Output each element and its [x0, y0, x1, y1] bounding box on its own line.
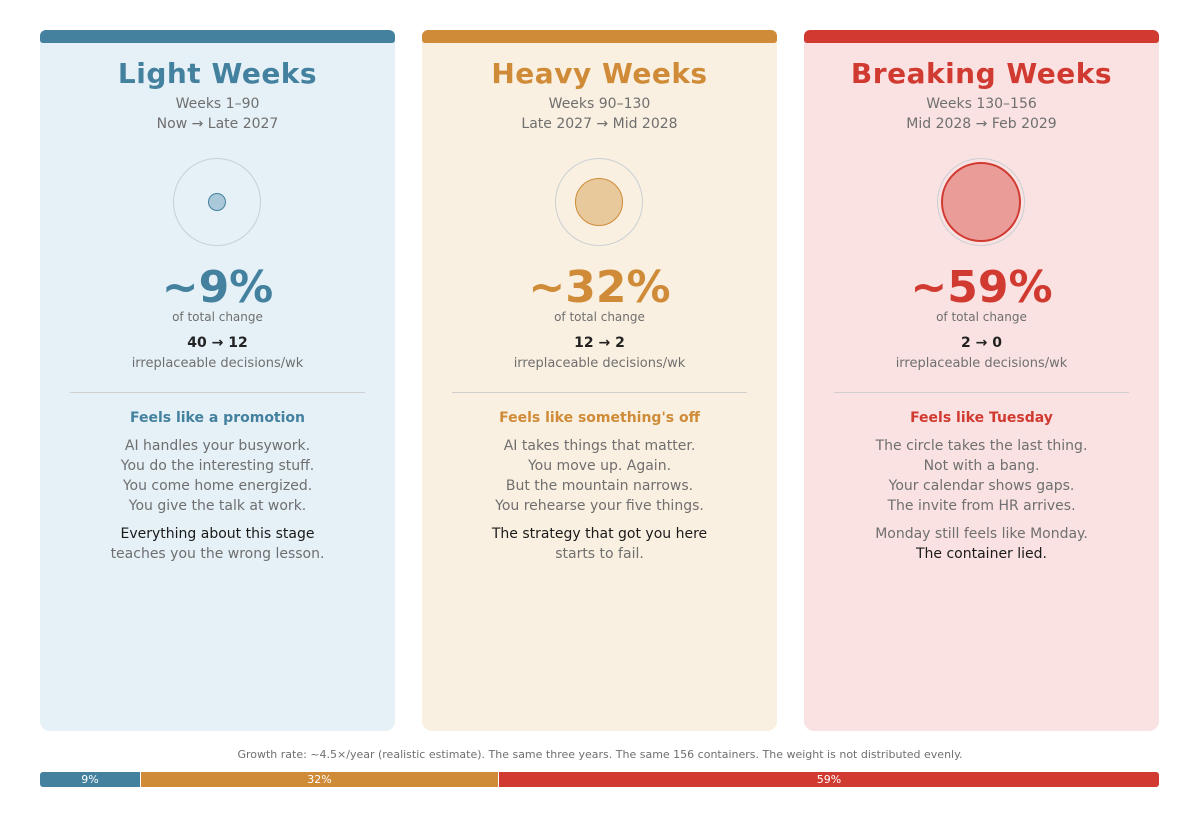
card-week-range: Weeks 90–130 [548, 96, 651, 112]
card-decisions-label: irreplaceable decisions/wk [513, 356, 686, 371]
card-week-range: Weeks 130–156 [926, 96, 1037, 112]
description-line: Your calendar shows gaps. [888, 478, 1075, 494]
card-decisions: 2 → 0 [961, 335, 1002, 351]
card-description: AI takes things that matter. You move up… [422, 436, 777, 516]
description-line: The circle takes the last thing. [875, 438, 1088, 454]
card-description: The circle takes the last thing. Not wit… [804, 436, 1159, 516]
card-percent: ~9% [161, 262, 274, 313]
description-line: But the mountain narrows. [505, 478, 694, 494]
description-line: The invite from HR arrives. [887, 498, 1076, 514]
distribution-bar: 9% 32% 59% [40, 772, 1159, 787]
card-breaking-weeks: Breaking Weeks Weeks 130–156 Mid 2028 → … [804, 30, 1159, 731]
card-percent: ~59% [910, 262, 1053, 313]
weight-circle-outline [555, 158, 643, 246]
card-percent-label: of total change [554, 310, 645, 324]
description-line: You give the talk at work. [128, 498, 307, 514]
card-title: Heavy Weeks [491, 57, 708, 90]
card-accent-bar [804, 30, 1159, 43]
closing-line: The strategy that got you here [491, 526, 708, 542]
distribution-segment-light: 9% [40, 772, 140, 787]
card-accent-bar [40, 30, 395, 43]
closing-line: Everything about this stage [120, 526, 315, 542]
closing-line: starts to fail. [555, 546, 644, 562]
card-date-range: Now → Late 2027 [156, 116, 279, 132]
card-date-range: Late 2027 → Mid 2028 [521, 116, 678, 132]
card-heavy-weeks: Heavy Weeks Weeks 90–130 Late 2027 → Mid… [422, 30, 777, 731]
weight-circle-outline [173, 158, 261, 246]
card-decisions: 40 → 12 [187, 335, 248, 351]
card-description: AI handles your busywork. You do the int… [40, 436, 395, 516]
card-decisions-label: irreplaceable decisions/wk [131, 356, 304, 371]
card-decisions: 12 → 2 [574, 335, 625, 351]
closing-line: Monday still feels like Monday. [875, 526, 1088, 542]
weight-circle-fill [941, 162, 1021, 242]
distribution-segment-heavy: 32% [141, 772, 498, 787]
card-divider [834, 392, 1129, 393]
card-title: Light Weeks [117, 57, 318, 90]
card-divider [70, 392, 365, 393]
card-week-range: Weeks 1–90 [175, 96, 260, 112]
card-accent-bar [422, 30, 777, 43]
weight-circle-fill [208, 193, 226, 211]
card-decisions-label: irreplaceable decisions/wk [895, 356, 1068, 371]
card-closing: Everything about this stage teaches you … [40, 524, 395, 564]
description-line: AI handles your busywork. [124, 438, 311, 454]
description-line: Not with a bang. [923, 458, 1040, 474]
description-line: You come home energized. [122, 478, 313, 494]
footer-note: Growth rate: ~4.5×/year (realistic estim… [237, 748, 963, 761]
card-closing: Monday still feels like Monday. The cont… [804, 524, 1159, 564]
card-percent-label: of total change [936, 310, 1027, 324]
card-percent-label: of total change [172, 310, 263, 324]
card-divider [452, 392, 747, 393]
card-light-weeks: Light Weeks Weeks 1–90 Now → Late 2027 ~… [40, 30, 395, 731]
description-line: You rehearse your five things. [495, 498, 704, 514]
distribution-segment-breaking: 59% [499, 772, 1159, 787]
card-closing: The strategy that got you here starts to… [422, 524, 777, 564]
weight-circle-outline [937, 158, 1025, 246]
weight-circle-fill [575, 178, 623, 226]
card-feeling: Feels like Tuesday [910, 410, 1053, 426]
description-line: You do the interesting stuff. [120, 458, 315, 474]
card-title: Breaking Weeks [850, 57, 1113, 90]
card-percent: ~32% [528, 262, 671, 313]
card-feeling: Feels like something's off [499, 410, 700, 426]
description-line: You move up. Again. [527, 458, 672, 474]
closing-line: The container lied. [915, 546, 1047, 562]
description-line: AI takes things that matter. [503, 438, 696, 454]
closing-line: teaches you the wrong lesson. [110, 546, 325, 562]
card-feeling: Feels like a promotion [129, 410, 306, 426]
card-date-range: Mid 2028 → Feb 2029 [906, 116, 1057, 132]
